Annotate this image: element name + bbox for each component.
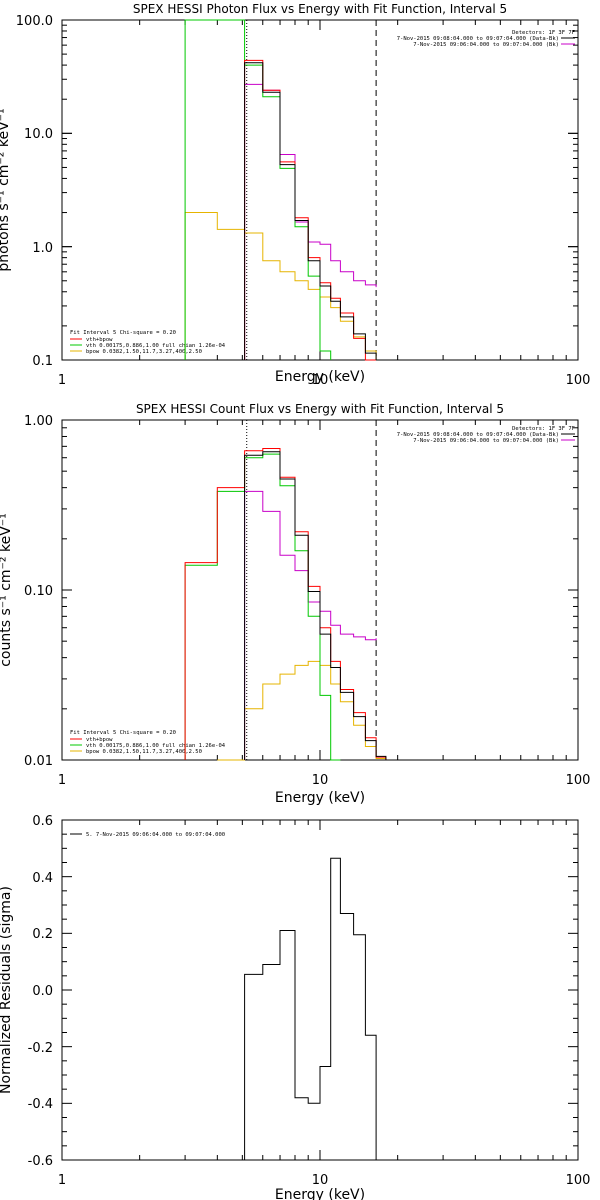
x-tick-label: 1 xyxy=(58,773,66,788)
series-data-line xyxy=(244,451,387,760)
y-tick-label: 100.0 xyxy=(16,14,53,29)
y-axis-label: Normalized Residuals (sigma) xyxy=(0,886,14,1094)
y-tick-label: 10.0 xyxy=(24,127,53,142)
y-tick-label: 0.6 xyxy=(32,814,53,829)
y-tick-label: 0.2 xyxy=(32,927,53,942)
chart-title: SPEX HESSI Photon Flux vs Energy with Fi… xyxy=(133,2,507,16)
fit-line-bpow: bpow 0.0382,1.50,11.7,3.27,400,2.50 xyxy=(86,349,202,355)
fit-line-bpow: bpow 0.0382,1.50,11.7,3.27,400,2.50 xyxy=(86,749,202,755)
y-tick-label: 0.1 xyxy=(32,354,53,369)
detectors-label: Detectors: 1F 3F 7F xyxy=(512,30,575,36)
series-bk-line xyxy=(244,83,377,360)
x-tick-label: 100 xyxy=(566,773,591,788)
series-bpow-line xyxy=(184,212,377,360)
info-line-bk: 7-Nov-2015 09:06:04.000 to 09:07:04.000 … xyxy=(413,42,559,48)
series-data-line xyxy=(244,857,377,1160)
y-tick-label: 0.4 xyxy=(32,871,53,886)
x-tick-label: 100 xyxy=(566,373,591,388)
y-tick-label: 1.00 xyxy=(24,414,53,429)
count-flux-panel: SPEX HESSI Count Flux vs Energy with Fit… xyxy=(0,402,590,806)
series-bpow-line xyxy=(217,660,387,761)
x-axis-label: Energy (keV) xyxy=(275,1187,365,1200)
chart-title: SPEX HESSI Count Flux vs Energy with Fit… xyxy=(136,402,504,416)
info-line-data: 7-Nov-2015 09:08:04.000 to 09:07:04.000 … xyxy=(397,432,559,438)
photon-flux-panel: SPEX HESSI Photon Flux vs Energy with Fi… xyxy=(0,2,590,388)
fit-line-vth: vth 0.00175,0.886,1.00 full chian 1.26e-… xyxy=(86,743,226,749)
y-tick-label: 0.0 xyxy=(32,984,53,999)
y-tick-label: 0.01 xyxy=(24,754,53,769)
x-tick-label: 1 xyxy=(58,1173,66,1188)
x-tick-label: 1 xyxy=(58,373,66,388)
info-line-data: 7-Nov-2015 09:08:04.000 to 09:07:04.000 … xyxy=(397,36,559,42)
series-total-line xyxy=(184,448,387,760)
y-axis-label: counts s⁻¹ cm⁻² keV⁻¹ xyxy=(0,513,14,667)
detectors-label: Detectors: 1F 3F 7F xyxy=(512,426,575,432)
y-tick-label: -0.6 xyxy=(28,1154,53,1169)
series-vth-line xyxy=(184,19,332,360)
residuals-panel: Energy (keV) Normalized Residuals (sigma… xyxy=(0,814,590,1200)
series-data-line xyxy=(244,62,377,360)
fit-line-total: vth+bpow xyxy=(86,337,113,343)
series-bk-line xyxy=(244,490,377,760)
info-line-bk: 7-Nov-2015 09:06:04.000 to 09:07:04.000 … xyxy=(413,438,559,444)
y-tick-label: -0.4 xyxy=(28,1097,53,1112)
x-axis-label: Energy (keV) xyxy=(275,790,365,806)
x-tick-label: 10 xyxy=(312,773,329,788)
fit-line-total: vth+bpow xyxy=(86,737,113,743)
y-axis-label: photons s⁻¹ cm⁻² keV⁻¹ xyxy=(0,108,12,271)
series-total-line xyxy=(244,59,377,361)
fit-line-vth: vth 0.00175,0.886,1.00 full chian 1.26e-… xyxy=(86,343,226,349)
y-tick-label: 0.10 xyxy=(24,584,53,599)
x-axis-label: Energy (keV) xyxy=(275,369,365,385)
legend-label: 5. 7-Nov-2015 09:06:04.000 to 09:07:04.0… xyxy=(86,832,225,838)
y-tick-label: -0.2 xyxy=(28,1041,53,1056)
x-tick-label: 100 xyxy=(566,1173,591,1188)
x-tick-label: 10 xyxy=(312,1173,329,1188)
fit-header: Fit Interval 5 Chi-square = 0.20 xyxy=(70,730,176,736)
plot-frame xyxy=(61,819,579,1161)
fit-header: Fit Interval 5 Chi-square = 0.20 xyxy=(70,330,176,336)
y-tick-label: 1.0 xyxy=(32,241,53,256)
x-tick-label: 10 xyxy=(312,373,329,388)
